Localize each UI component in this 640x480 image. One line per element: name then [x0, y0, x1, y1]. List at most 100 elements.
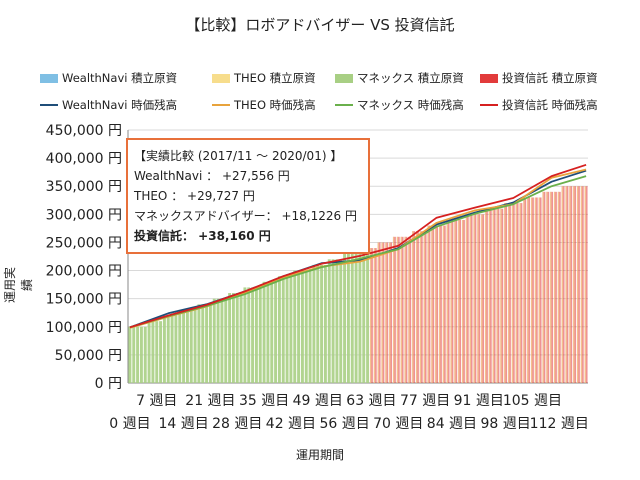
x-tick-label: 35 週目 — [239, 393, 289, 409]
principal-bar — [557, 191, 561, 383]
principal-bar — [415, 231, 419, 383]
series-line-2 — [129, 175, 587, 329]
principal-bar-overlay — [527, 197, 529, 383]
principal-bar — [193, 309, 197, 383]
x-tick-label: 70 週目 — [373, 416, 423, 432]
principal-bar — [519, 203, 523, 383]
principal-bar — [170, 315, 174, 383]
annotation-wealthnavi: WealthNavi ： +27,556 円 — [134, 169, 290, 183]
legend-lines-row: WealthNavi 時価残高 THEO 時価残高 マネックス 時価残高 投資信… — [40, 96, 640, 114]
principal-bar — [297, 270, 301, 383]
principal-bar-overlay — [546, 191, 548, 383]
principal-bar — [304, 270, 308, 383]
x-tick-label: 112 週目 — [530, 416, 589, 432]
y-tick-label: 400,000 円 — [46, 151, 122, 167]
principal-bar — [481, 214, 485, 383]
principal-bar — [189, 309, 193, 383]
principal-bar-overlay — [569, 186, 571, 383]
principal-bar — [542, 191, 546, 383]
principal-bar — [224, 298, 228, 383]
principal-bar — [369, 248, 373, 383]
principal-bar — [182, 309, 186, 383]
principal-bar — [339, 259, 343, 383]
principal-bar — [488, 208, 492, 383]
x-tick-label: 49 週目 — [293, 393, 343, 409]
x-tick-label: 77 週目 — [400, 393, 450, 409]
legend-swatch-theo-principal — [212, 73, 230, 83]
principal-bar — [530, 197, 534, 383]
legend-bars-row: WealthNavi 積立原資 THEO 積立原資 マネックス 積立原資 投資信… — [40, 69, 640, 87]
principal-bar — [385, 242, 389, 383]
principal-bar — [320, 264, 324, 383]
principal-bar-overlay — [396, 236, 399, 383]
principal-bar-overlay — [458, 219, 460, 383]
principal-bar-overlay — [553, 191, 556, 383]
principal-bar — [473, 214, 477, 383]
principal-bar-overlay — [561, 186, 563, 383]
annotation-title: 【実績比較 (2017/11 ～ 2020/01) 】 — [134, 149, 343, 163]
principal-bar — [442, 225, 446, 383]
principal-bar-overlay — [557, 191, 560, 383]
principal-bar — [412, 231, 416, 383]
principal-bar — [534, 197, 538, 383]
legend-item-theo-value: THEO 時価残高 — [212, 96, 316, 114]
principal-bar — [580, 186, 584, 383]
principal-bar — [354, 253, 358, 383]
legend-item-monex-value: マネックス 時価残高 — [335, 96, 464, 114]
principal-bar — [205, 304, 209, 383]
principal-bar-overlay — [500, 208, 502, 383]
principal-bar — [251, 287, 255, 383]
principal-bar — [504, 203, 508, 383]
principal-bar — [166, 315, 170, 383]
principal-bar — [308, 270, 312, 383]
principal-bar — [404, 236, 408, 383]
principal-bar-overlay — [442, 225, 445, 383]
series-line-3 — [129, 163, 587, 329]
principal-bar-overlay — [381, 242, 383, 383]
x-tick-label: 98 週目 — [480, 416, 530, 432]
principal-bar — [465, 214, 469, 383]
principal-bar — [216, 298, 220, 383]
x-tick-label: 7 週目 — [136, 393, 177, 409]
x-tick-label: 14 週目 — [158, 416, 208, 432]
principal-bar — [511, 203, 515, 383]
principal-bar — [228, 293, 232, 383]
principal-bar — [561, 186, 565, 383]
principal-bar — [155, 321, 159, 383]
principal-bar — [500, 208, 504, 383]
x-tick-label: 63 週目 — [346, 393, 396, 409]
principal-bar — [573, 186, 577, 383]
principal-bar — [431, 225, 435, 383]
principal-bar-overlay — [461, 219, 464, 383]
principal-bar-overlay — [550, 191, 552, 383]
principal-bar-overlay — [584, 186, 586, 383]
legend-item-theo-principal: THEO 積立原資 — [212, 69, 316, 87]
principal-bar — [220, 298, 224, 383]
principal-bar — [235, 293, 239, 383]
principal-bar-overlay — [454, 219, 456, 383]
principal-bar-overlay — [419, 231, 422, 383]
legend-item-monex-principal: マネックス 積立原資 — [335, 69, 464, 87]
legend-swatch-monex-principal — [335, 73, 353, 83]
principal-bar — [151, 321, 155, 383]
principal-bar — [492, 208, 496, 383]
principal-bar — [569, 186, 573, 383]
x-tick-label: 28 週目 — [212, 416, 262, 432]
principal-bar — [423, 231, 427, 383]
principal-bar-overlay — [450, 219, 452, 383]
annotation-box: 【実績比較 (2017/11 ～ 2020/01) 】 WealthNavi ：… — [126, 138, 370, 254]
annotation-monex: マネックスアドバイザー： +18,1226 円 — [134, 209, 357, 223]
principal-bar — [327, 259, 331, 383]
principal-bar-overlay — [580, 186, 583, 383]
principal-bar — [553, 191, 557, 383]
chart-title: 【比較】ロボアドバイザー VS 投資信託 — [185, 16, 455, 34]
principal-bar — [159, 321, 163, 383]
principal-bar-overlay — [488, 208, 491, 383]
principal-bar — [438, 225, 442, 383]
principal-bar — [185, 309, 189, 383]
principal-bar — [300, 270, 304, 383]
principal-bar — [515, 203, 519, 383]
legend-line-fund-value — [480, 104, 498, 106]
principal-bar-overlay — [576, 186, 579, 383]
